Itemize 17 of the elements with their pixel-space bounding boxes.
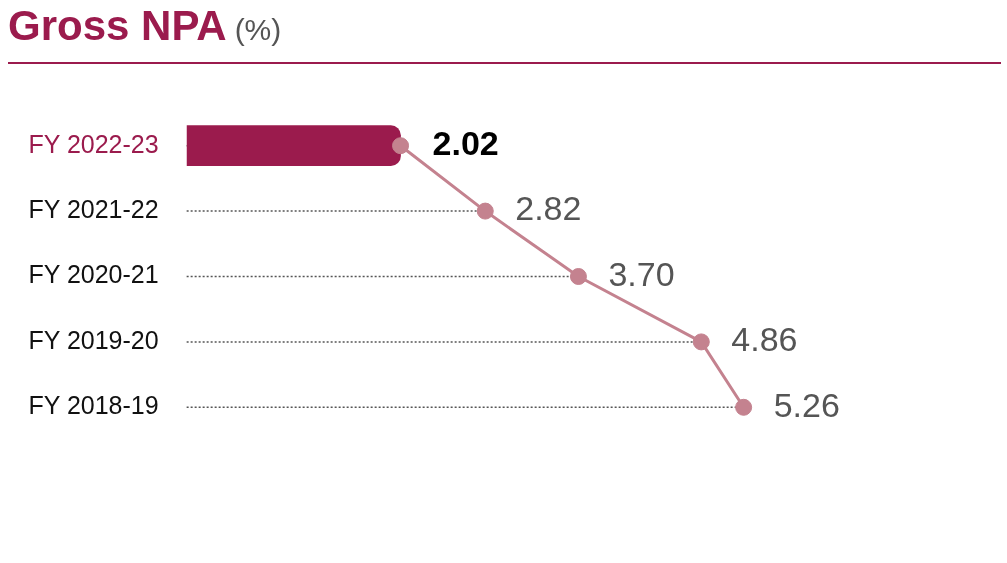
- y-tick-label: FY 2019-20: [28, 325, 159, 354]
- chart-title: Gross NPA: [8, 2, 227, 49]
- point: [692, 333, 710, 351]
- point: [476, 202, 494, 220]
- point: [569, 268, 587, 285]
- y-tick-label: FY 2021-22: [28, 194, 159, 223]
- point: [392, 137, 410, 155]
- y-tick-label: FY 2018-19: [28, 391, 159, 420]
- data-label: 2.02: [432, 124, 499, 163]
- data-label: 5.26: [773, 385, 840, 424]
- y-tick-label: FY 2020-21: [28, 260, 159, 289]
- data-label: 2.82: [515, 189, 582, 228]
- data-label: 3.70: [608, 254, 675, 293]
- data-label: 4.86: [731, 320, 798, 359]
- point: [735, 398, 753, 416]
- chart-subtitle: (%): [234, 13, 282, 46]
- y-tick-label: FY 2022-23: [28, 129, 159, 158]
